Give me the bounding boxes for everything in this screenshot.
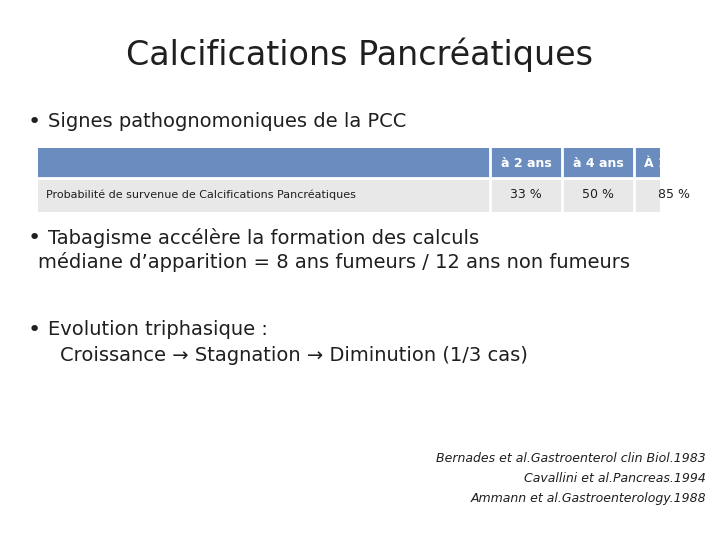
Text: Bernades et al.Gastroenterol clin Biol.1983: Bernades et al.Gastroenterol clin Biol.1…: [436, 452, 706, 465]
Bar: [38, 148, 714, 178]
Text: Evolution triphasique :: Evolution triphasique :: [48, 320, 268, 339]
Text: Signes pathognomoniques de la PCC: Signes pathognomoniques de la PCC: [48, 112, 406, 131]
Text: Cavallini et al.Pancreas.1994: Cavallini et al.Pancreas.1994: [524, 472, 706, 485]
Text: 85 %: 85 %: [658, 188, 690, 201]
Bar: [38, 178, 714, 212]
Text: à 2 ans: à 2 ans: [500, 157, 552, 170]
Text: Calcifications Pancréatiques: Calcifications Pancréatiques: [127, 38, 593, 72]
Text: •: •: [28, 228, 41, 248]
Text: •: •: [28, 320, 41, 340]
Text: Ammann et al.Gastroenterology.1988: Ammann et al.Gastroenterology.1988: [470, 492, 706, 505]
Text: À 15 ans: À 15 ans: [644, 157, 704, 170]
Text: médiane d’apparition = 8 ans fumeurs / 12 ans non fumeurs: médiane d’apparition = 8 ans fumeurs / 1…: [38, 252, 630, 272]
Text: à 4 ans: à 4 ans: [572, 157, 624, 170]
Text: •: •: [28, 112, 41, 132]
Text: 33 %: 33 %: [510, 188, 542, 201]
Text: Tabagisme accélère la formation des calculs: Tabagisme accélère la formation des calc…: [48, 228, 479, 248]
Text: 50 %: 50 %: [582, 188, 614, 201]
Text: Croissance → Stagnation → Diminution (1/3 cas): Croissance → Stagnation → Diminution (1/…: [60, 346, 528, 365]
Text: Probabilité de survenue de Calcifications Pancréatiques: Probabilité de survenue de Calcification…: [46, 190, 356, 200]
